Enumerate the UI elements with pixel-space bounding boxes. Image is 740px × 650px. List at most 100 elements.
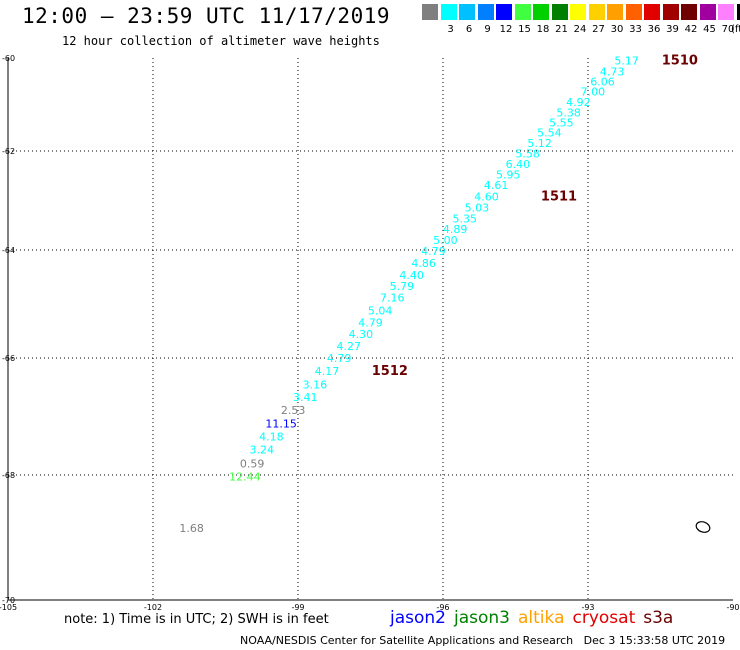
color-swatch (422, 4, 438, 20)
map-subtitle: 12 hour collection of altimeter wave hei… (62, 34, 380, 48)
wave-height-value: 6.06 (590, 75, 615, 88)
island-outline (695, 521, 711, 533)
satellite-name: jason3 (454, 608, 510, 628)
wave-height-value: 5.58 (515, 147, 540, 160)
longitude-tick-label: -96 (436, 603, 449, 612)
longitude-tick-label: -99 (291, 603, 304, 612)
wave-height-value: 5.38 (556, 106, 581, 119)
wave-height-value: 4.61 (484, 179, 509, 192)
color-scale-label: 39 (666, 24, 679, 35)
wave-height-value: 4.79 (421, 245, 446, 258)
wave-height-samples: 5.174.736.067.004.925.385.555.545.125.58… (179, 54, 639, 535)
color-scale-label: 9 (484, 24, 491, 35)
color-swatch (477, 4, 494, 20)
wave-height-value: 12.44 (229, 470, 261, 483)
wave-height-value: 5.55 (549, 117, 574, 130)
wave-height-value: 2.53 (281, 404, 306, 417)
color-scale-label: 33 (629, 24, 642, 35)
color-scale-label: 70 (721, 24, 735, 35)
timestamp: Dec 3 15:33:58 UTC 2019 (583, 634, 726, 647)
color-swatch (625, 4, 642, 20)
wave-height-value: 3.24 (250, 443, 275, 456)
wave-height-value: 6.40 (506, 158, 531, 171)
color-scale-label: 15 (518, 24, 531, 35)
color-swatch (533, 4, 549, 20)
color-scale-unit: (ft) (731, 24, 740, 35)
axis-ticks: -105 -102 -99 -96 -93 -90 -60 -62 -64 -66 -68 -70 (0, 54, 740, 612)
satellite-legend: jason2 jason3 altika cryosat s3a (390, 608, 681, 628)
wave-height-value: 4.40 (399, 269, 424, 282)
color-scale-label: 42 (684, 24, 698, 35)
map-title: 12:00 — 23:59 UTC 11/17/2019 (22, 4, 391, 28)
color-swatch (736, 4, 740, 20)
color-scale-label: 24 (573, 24, 587, 35)
satellite-name: cryosat (572, 608, 636, 628)
wave-height-value: 0.59 (240, 457, 265, 470)
map-frame (7, 58, 733, 601)
satellite-name: altika (518, 608, 565, 628)
color-swatch (718, 4, 734, 20)
color-scale-label: 6 (465, 24, 473, 35)
wave-height-value: 5.79 (390, 280, 415, 293)
graticule (8, 58, 733, 600)
credit-text: NOAA/NESDIS Center for Satellite Applica… (240, 634, 574, 647)
wave-height-value: 11.15 (265, 418, 297, 431)
latitude-tick-label: -62 (2, 147, 15, 156)
color-scale-label: 18 (536, 24, 550, 35)
satellite-name: s3a (643, 608, 674, 628)
wave-height-value: 4.27 (337, 340, 362, 353)
satellite-name: jason2 (390, 608, 446, 628)
wave-height-value: 4.73 (600, 65, 625, 78)
wave-height-value: 5.95 (496, 168, 521, 181)
wave-height-value: 4.79 (327, 352, 352, 365)
wave-height-value: 5.54 (537, 126, 562, 139)
color-swatch (644, 4, 660, 20)
wave-height-value: 5.03 (465, 201, 490, 214)
wave-height-value: 5.35 (453, 212, 478, 225)
pass-labels: 1510 1511 1512 (372, 53, 698, 379)
wave-height-value: 3.41 (293, 391, 318, 404)
wave-height-value: 5.12 (527, 137, 552, 150)
color-scale-label: 27 (592, 24, 605, 35)
pass-number-label: 1512 (372, 364, 408, 379)
color-scale-label: 45 (703, 24, 716, 35)
wave-height-value: 4.92 (566, 96, 591, 109)
latitude-tick-label: -66 (2, 354, 15, 363)
color-swatch (551, 4, 568, 20)
longitude-tick-label: -105 (0, 603, 17, 612)
units-note: note: 1) Time is in UTC; 2) SWH is in fe… (64, 612, 329, 627)
wave-height-value: 5.17 (614, 54, 639, 67)
color-swatch (588, 4, 605, 20)
latitude-tick-label: -60 (2, 54, 15, 63)
color-scale-label: 21 (555, 24, 568, 35)
color-swatch (681, 4, 697, 20)
color-swatch (607, 4, 623, 20)
longitude-tick-label: -93 (581, 603, 594, 612)
pass-number-label: 1511 (541, 190, 577, 205)
color-swatch (496, 4, 512, 20)
wave-height-value: 1.68 (179, 522, 204, 535)
wave-height-value: 4.17 (315, 365, 340, 378)
pass-number-label: 1510 (662, 53, 698, 68)
color-swatch (514, 4, 531, 20)
wave-height-value: 5.04 (368, 304, 393, 317)
color-scale-label: 30 (610, 24, 624, 35)
wave-height-value: 4.18 (259, 430, 284, 443)
color-swatch (699, 4, 716, 20)
wave-height-value: 7.16 (380, 292, 405, 305)
color-swatch (662, 4, 679, 20)
wave-height-value: 4.86 (411, 257, 436, 270)
latitude-tick-label: -70 (2, 596, 15, 605)
wave-height-value: 5.00 (433, 234, 458, 247)
longitude-tick-label: -102 (144, 603, 162, 612)
longitude-tick-label: -90 (726, 603, 739, 612)
wave-height-value: 4.79 (358, 316, 383, 329)
color-scale-label: 3 (447, 24, 454, 35)
footer-credit: NOAA/NESDIS Center for Satellite Applica… (240, 634, 725, 647)
wave-height-value: 7.00 (581, 85, 606, 98)
wave-height-value: 4.89 (443, 223, 468, 236)
color-swatch (440, 4, 457, 20)
color-swatch (570, 4, 586, 20)
color-scale-label: 12 (499, 24, 513, 35)
